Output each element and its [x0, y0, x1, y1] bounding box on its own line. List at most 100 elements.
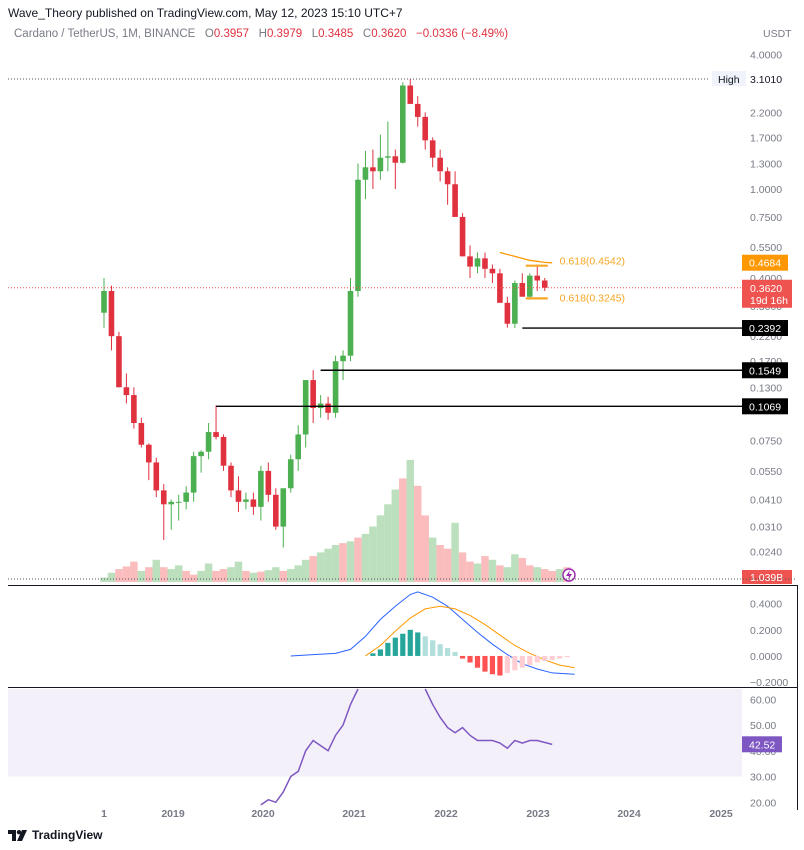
time-tick-label-0: 1: [101, 808, 107, 820]
macd-histogram-bar: [400, 633, 406, 656]
candle-body: [497, 273, 503, 303]
macd-histogram-bar: [459, 655, 466, 659]
volume-label: 1.039B: [750, 572, 783, 584]
time-tick-label-7: 2025: [709, 808, 733, 820]
volume-bar: [458, 552, 467, 582]
price-tick-label-4: 1.0000: [750, 184, 782, 196]
support-level-tag: [742, 320, 788, 337]
macd-histogram-bar: [392, 637, 398, 656]
volume-bar: [555, 569, 564, 582]
candle-body: [153, 462, 160, 491]
candle-body: [459, 216, 466, 257]
volume-bar: [287, 569, 295, 582]
rsi-value-label: 42.52: [749, 739, 775, 751]
macd-histogram-bar: [549, 655, 555, 660]
price-tick-label-16: 0.0240: [750, 546, 782, 558]
last-price-tag: [742, 279, 792, 308]
volume-bar: [496, 565, 504, 582]
open-label: O: [204, 28, 214, 40]
macd-tick-label-3: −0.2000: [750, 677, 788, 689]
candle-body: [146, 444, 152, 463]
volume-bar: [137, 570, 146, 582]
volume-bar: [503, 567, 512, 582]
macd-histogram-bar: [527, 655, 533, 666]
volume-bar: [451, 522, 459, 582]
volume-bar: [324, 548, 332, 582]
macd-histogram-bar: [497, 655, 503, 676]
support-level-tag: [742, 398, 788, 415]
volume-bar: [130, 561, 138, 582]
high-value: 0.3979: [266, 28, 303, 40]
macd-histogram-bar: [437, 644, 443, 656]
candle-body: [452, 184, 458, 217]
tradingview-logo-icon: [8, 829, 27, 841]
macd-histogram-bar: [445, 648, 451, 656]
volume-bar: [399, 478, 407, 582]
volume-bar: [466, 561, 474, 582]
volume-bar: [242, 570, 250, 582]
macd-histogram-bar: [534, 655, 540, 663]
volume-bar: [219, 569, 228, 582]
time-tick-label-4: 2022: [434, 808, 458, 820]
volume-bar: [376, 515, 385, 582]
volume-bar: [204, 563, 213, 582]
candle-body: [429, 140, 436, 158]
candle-body: [198, 451, 204, 457]
macd-histogram-bar: [489, 655, 496, 675]
open-value: 0.3957: [213, 28, 250, 40]
rsi-tick-label-1: 50.00: [750, 720, 776, 732]
candle-body: [123, 387, 130, 396]
price-tick-label-5: 0.7500: [750, 212, 782, 224]
macd-tick-label-0: 0.4000: [750, 599, 782, 611]
candle-body: [526, 275, 533, 297]
candle-body: [101, 291, 107, 313]
volume-bar: [122, 566, 131, 582]
ma-price-label: 0.4684: [749, 258, 781, 270]
price-tick-label-3: 1.3000: [750, 158, 782, 170]
candle-body: [228, 465, 234, 491]
candle-body: [541, 280, 548, 288]
candle-body: [265, 470, 272, 495]
low-label: L: [311, 28, 319, 40]
volume-bar: [182, 570, 190, 582]
candle-body: [444, 171, 451, 185]
volume-bar: [264, 570, 273, 582]
candle-body: [287, 459, 294, 489]
candle-body: [168, 501, 175, 505]
last-price-label: 0.3620: [750, 283, 782, 295]
candle-body: [534, 275, 541, 281]
volume-bar: [279, 570, 288, 582]
macd-histogram-bar: [415, 632, 421, 656]
price-tick-label-13: 0.0550: [750, 466, 782, 478]
candle-body: [362, 167, 369, 180]
candle-body: [407, 85, 414, 104]
close-label: C: [362, 28, 372, 40]
candle-body: [347, 291, 354, 356]
rsi-line-2: [424, 688, 553, 750]
volume-bar: [145, 567, 153, 582]
volume-bar: [540, 569, 549, 582]
price-tick-label-0: 4.0000: [750, 49, 782, 61]
candle-body: [175, 501, 182, 503]
macd-histogram-bar: [370, 653, 376, 656]
volume-bar: [361, 533, 370, 582]
candle-body: [519, 283, 526, 297]
macd-tick-label-1: 0.2000: [750, 625, 782, 637]
candle-body: [504, 302, 511, 324]
volume-bar: [234, 561, 243, 582]
candle-body: [340, 355, 346, 362]
macd-histogram-bar: [422, 636, 428, 656]
rsi-value-tag: [742, 736, 782, 753]
volume-bar: [428, 537, 437, 582]
low-value: 0.3485: [318, 28, 354, 40]
candle-body: [295, 434, 302, 460]
time-tick-label-1: 2019: [161, 808, 185, 820]
footer: TradingView: [8, 828, 102, 842]
volume-bar: [257, 571, 265, 582]
candle-body: [131, 395, 137, 424]
price-tick-label-14: 0.0410: [750, 494, 782, 506]
volume-bar: [443, 548, 452, 582]
symbol-legend: Cardano / TetherUS, 1M, BINANCE O0.3957 …: [14, 28, 508, 40]
